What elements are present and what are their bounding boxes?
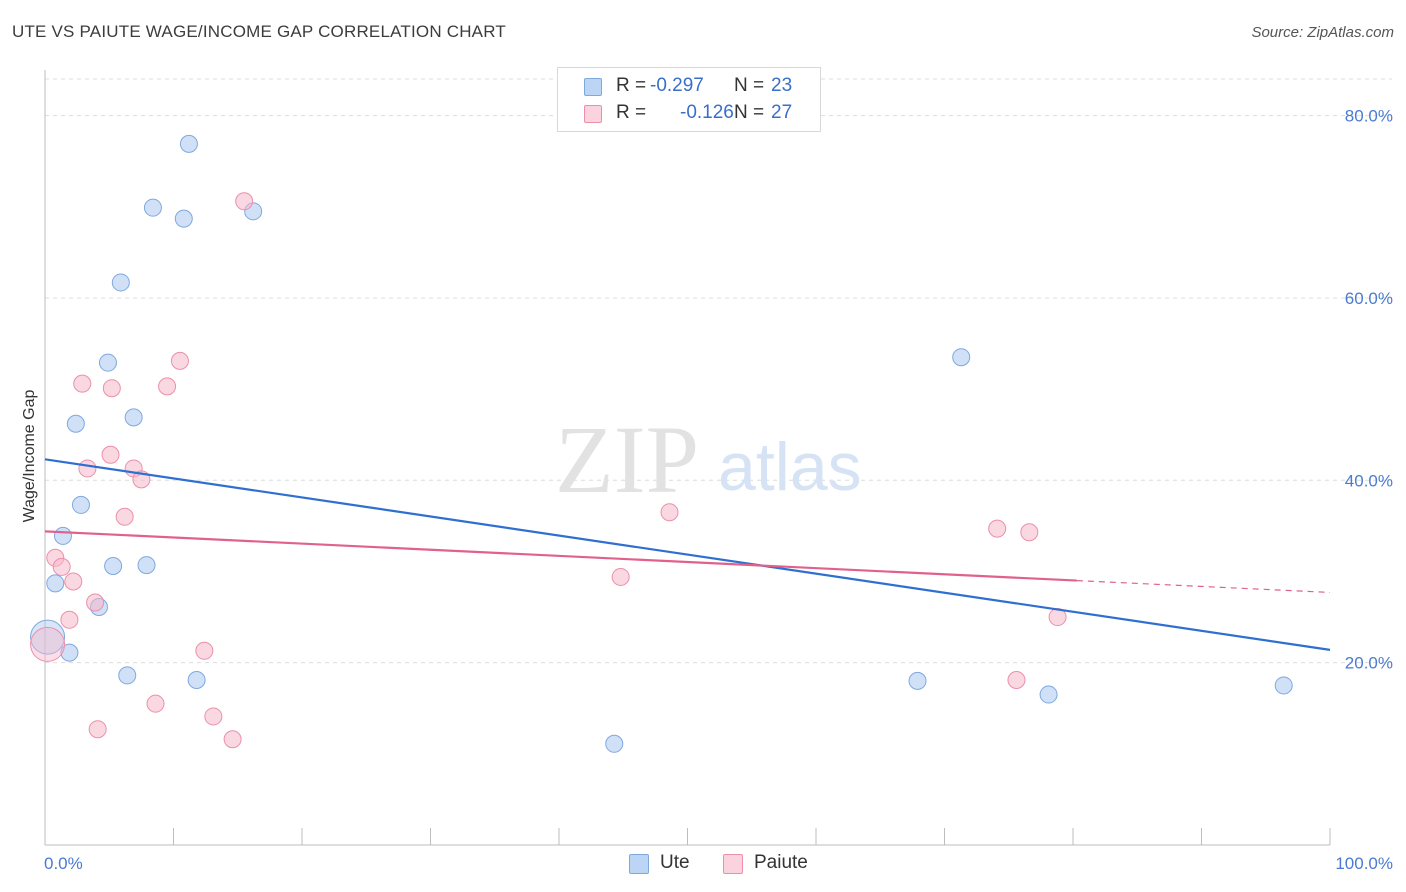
x-tick-label: 0.0% (44, 854, 83, 873)
point-ute (174, 209, 193, 228)
y-tick-label: 20.0% (1345, 654, 1393, 673)
legend-n-label: N = (734, 102, 765, 123)
watermark-zip: ZIP (555, 406, 699, 513)
bottom-legend-swatch-paiute (723, 854, 743, 874)
tick-labels: 20.0% 40.0% 60.0% 80.0% 0.0% 100.0% (44, 107, 1393, 873)
trend-line-paiute (44, 530, 1077, 582)
point-ute (53, 526, 72, 545)
point-ute (111, 273, 130, 292)
point-paiute (611, 567, 630, 586)
legend-swatch-ute (584, 78, 602, 96)
y-tick-label: 60.0% (1345, 289, 1393, 308)
legend-r-value: -0.126 (680, 102, 734, 123)
point-ute (179, 134, 198, 153)
point-ute (118, 666, 137, 685)
watermark-atlas: atlas (718, 429, 862, 505)
point-ute (187, 670, 206, 689)
legend-n-label: N = (734, 75, 765, 96)
point-paiute (30, 626, 66, 662)
grid-lines (45, 78, 1392, 664)
trend-line-ute (44, 458, 1331, 651)
point-ute (46, 574, 65, 593)
point-paiute (660, 503, 679, 522)
point-paiute (158, 377, 177, 396)
point-paiute (102, 379, 121, 398)
watermark: ZIP atlas (555, 406, 862, 513)
chart-title: UTE VS PAIUTE WAGE/INCOME GAP CORRELATIO… (12, 22, 506, 41)
point-paiute (52, 557, 71, 576)
y-axis-label: Wage/Income Gap (21, 390, 38, 523)
point-ute (60, 643, 79, 662)
legend-r-label: R = (616, 102, 647, 123)
y-tick-label: 40.0% (1345, 471, 1393, 490)
point-ute (605, 734, 624, 753)
point-paiute (235, 192, 254, 211)
point-ute (71, 495, 90, 514)
point-ute (952, 348, 971, 367)
point-paiute (115, 507, 134, 526)
axes (44, 70, 1331, 846)
point-ute (124, 408, 143, 427)
point-paiute (146, 694, 165, 713)
point-paiute (223, 730, 242, 749)
point-paiute (101, 445, 120, 464)
point-paiute (64, 572, 83, 591)
bottom-legend-label-paiute: Paiute (754, 852, 808, 873)
point-paiute (195, 641, 214, 660)
point-paiute (86, 593, 105, 612)
point-paiute (60, 610, 79, 629)
point-paiute (988, 519, 1007, 538)
point-ute (30, 619, 66, 655)
legend-r-label: R = (616, 75, 647, 96)
legend-n-value: 27 (771, 102, 793, 123)
legend-n-value: 23 (771, 75, 793, 96)
point-ute (104, 557, 123, 575)
legend-swatch-paiute (584, 105, 602, 123)
correlation-legend: R = -0.297 N = 23 R = -0.126 N = 27 (557, 67, 821, 132)
point-ute (137, 556, 156, 575)
x-tick-label: 100.0% (1335, 854, 1393, 873)
point-ute (1274, 676, 1293, 695)
chart-source: Source: ZipAtlas.com (1251, 24, 1394, 41)
bottom-legend-swatch-ute (629, 854, 649, 874)
point-ute (66, 414, 85, 433)
point-ute (908, 671, 927, 690)
trend-extension-paiute (1076, 579, 1331, 594)
trend-lines (44, 458, 1331, 651)
legend-r-value: -0.297 (650, 75, 704, 96)
point-paiute (1020, 523, 1039, 542)
point-ute (143, 198, 162, 217)
point-paiute (1007, 670, 1026, 689)
point-paiute (204, 707, 223, 726)
point-paiute (88, 720, 107, 739)
point-paiute (170, 351, 189, 370)
point-ute (1039, 685, 1058, 704)
point-paiute (73, 374, 92, 393)
bottom-legend-label-ute: Ute (660, 852, 690, 873)
point-paiute (78, 459, 97, 478)
point-ute (98, 353, 117, 372)
y-tick-label: 80.0% (1345, 107, 1393, 126)
